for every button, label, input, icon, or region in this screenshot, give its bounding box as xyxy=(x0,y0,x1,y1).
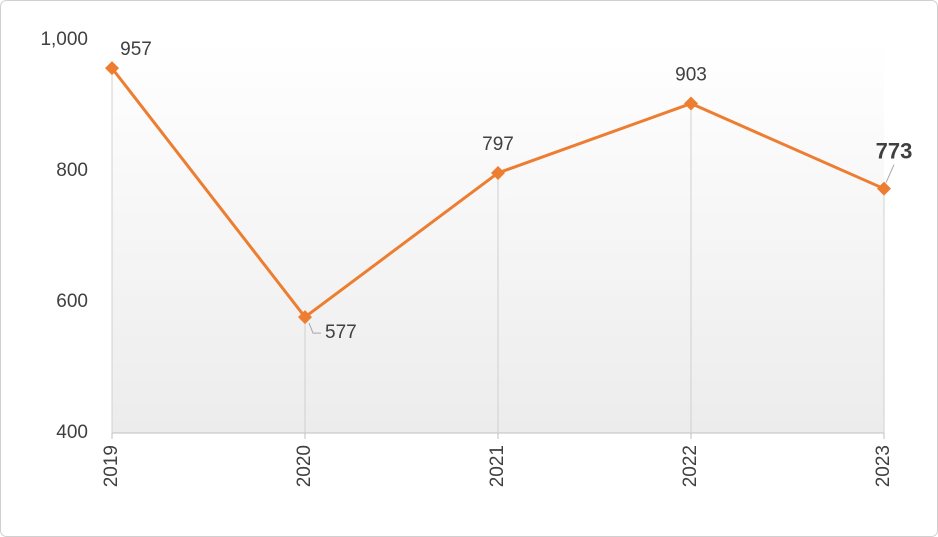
leader-line xyxy=(308,322,321,334)
data-label: 797 xyxy=(482,134,514,155)
marker xyxy=(877,181,891,196)
y-tick-label: 1,000 xyxy=(40,29,88,50)
y-tick-label: 800 xyxy=(56,160,88,181)
data-label: 577 xyxy=(325,322,357,343)
x-tick-label: 2023 xyxy=(873,445,894,487)
x-tick-label: 2022 xyxy=(680,445,701,487)
marker xyxy=(491,165,505,180)
y-tick-label: 400 xyxy=(56,422,88,443)
marker xyxy=(105,61,119,76)
marker xyxy=(684,96,698,111)
y-tick-label: 600 xyxy=(56,291,88,312)
data-label: 903 xyxy=(675,65,707,86)
data-label: 773 xyxy=(876,138,913,163)
data-label: 957 xyxy=(120,39,152,60)
leader-line xyxy=(885,164,895,183)
x-tick-label: 2021 xyxy=(487,445,508,487)
x-tick-label: 2019 xyxy=(101,445,122,487)
x-tick-label: 2020 xyxy=(294,445,315,487)
marker xyxy=(298,310,312,325)
